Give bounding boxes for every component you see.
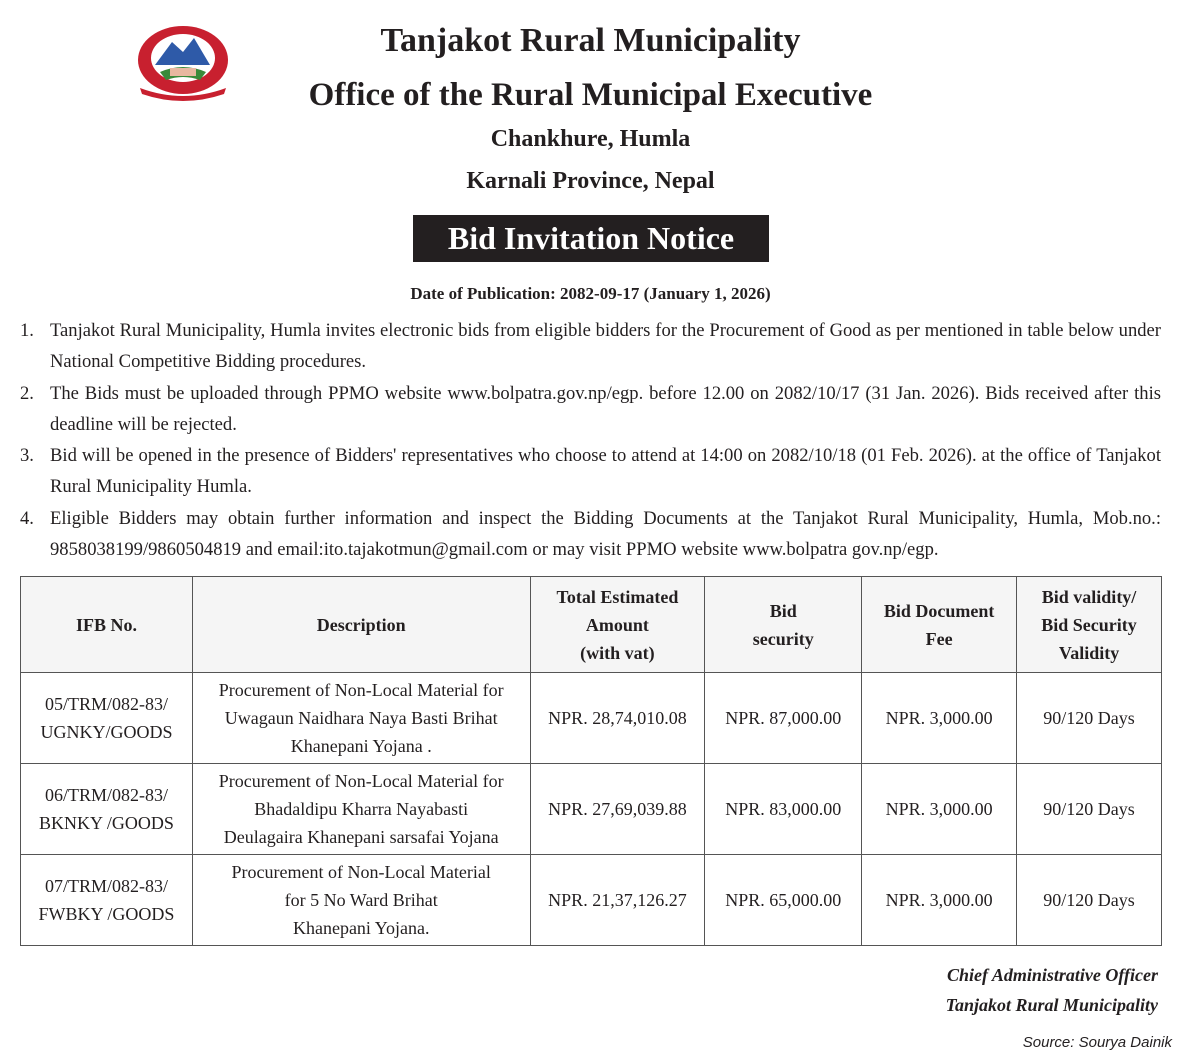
table-cell: 90/120 Days [1016, 854, 1162, 946]
title: Tanjakot Rural Municipality [380, 22, 801, 59]
cell-line: 90/120 Days [1043, 890, 1135, 910]
header-cell: Bid validity/Bid Security Validity [1016, 576, 1162, 673]
notice-title: Bid Invitation Notice [413, 215, 769, 262]
table-row: 06/TRM/082-83/BKNKY /GOODS Procurement of… [20, 763, 1162, 855]
header-line: Fee [925, 628, 953, 649]
table-cell: NPR. 65,000.00 [704, 854, 863, 946]
cell-line: NPR. 28,74,010.08 [548, 708, 687, 728]
table-cell: Procurement of Non-Local Material for 5 N… [191, 854, 531, 946]
table-cell: NPR. 27,69,039.88 [529, 763, 706, 855]
address: Chankhure, Humla [490, 126, 691, 152]
table-cell: NPR. 3,000.00 [861, 672, 1018, 764]
table-cell: NPR. 87,000.00 [704, 672, 863, 764]
cell-line: NPR. 65,000.00 [725, 890, 842, 910]
item-text: Bid will be opened in the presence of Bi… [50, 445, 1161, 498]
table-cell: NPR. 21,37,126.27 [529, 854, 706, 946]
item: 2. The Bids must be uploaded through PPMO… [20, 378, 1161, 441]
item: 4. Eligible Bidders may obtain further in… [20, 503, 1161, 566]
header-line: security [752, 628, 814, 649]
cell-line: NPR. 83,000.00 [725, 799, 842, 819]
bid-table: IFB No. Description Total Estimated Amount (… [20, 576, 1162, 946]
notice-items: 1. Tanjakot Rural Municipality, Humla inv… [20, 315, 1161, 565]
header-cell: Total Estimated Amount (with vat) [529, 576, 706, 673]
cell-line: Procurement of Non-Local Material for [218, 680, 504, 700]
table-cell: 07/TRM/082-83/FWBKY /GOODS [20, 854, 193, 946]
table-cell: Procurement of Non-Local Material for Uwa… [191, 672, 531, 764]
cell-line: Khanepani Yojana. [292, 918, 430, 938]
cell-line: Khanepani Yojana . [290, 736, 432, 756]
table-cell: NPR. 3,000.00 [861, 763, 1018, 855]
cell-line: Bhadaldipu Kharra Nayabasti [254, 799, 469, 819]
header-line: Bid Document [883, 600, 995, 621]
cell-line: NPR. 3,000.00 [885, 799, 993, 819]
table-cell: 05/TRM/082-83/UGNKY/GOODS [20, 672, 193, 764]
table-cell: Procurement of Non-Local Material for Bha… [191, 763, 531, 855]
cell-line: UGNKY/GOODS [40, 722, 173, 742]
cell-line: 05/TRM/082-83/ [44, 694, 168, 714]
cell-line: BKNKY /GOODS [39, 813, 174, 833]
cell-line: 90/120 Days [1043, 799, 1135, 819]
cell-line: NPR. 27,69,039.88 [548, 799, 687, 819]
table-body: 05/TRM/082-83/UGNKY/GOODS Procurement of … [20, 672, 1162, 946]
header-line: (with vat) [580, 642, 655, 663]
header-line: Bid validity/ [1041, 586, 1137, 607]
header-line: IFB No. [75, 614, 137, 635]
header-cell: IFB No. [20, 576, 193, 673]
cell-line: for 5 No Ward Brihat [284, 890, 438, 910]
header-line: Validity [1058, 642, 1120, 663]
item-number: 4. [20, 507, 34, 529]
item-text: Eligible Bidders may obtain further info… [50, 507, 1161, 561]
header-line: Bid Security [1041, 614, 1137, 635]
cell-line: NPR. 3,000.00 [885, 708, 993, 728]
item-text: The Bids must be uploaded through PPMO w… [50, 382, 1161, 435]
header-cell: Bid security [704, 576, 863, 673]
table-cell: 90/120 Days [1016, 672, 1162, 764]
source: Source: Sourya Dainik [1022, 1034, 1172, 1051]
header-cell: Bid Document Fee [861, 576, 1018, 673]
cell-line: NPR. 21,37,126.27 [548, 890, 687, 910]
header-cell: Description [191, 576, 531, 673]
signature-name: Chief Administrative Officer [947, 965, 1158, 985]
cell-line: NPR. 3,000.00 [885, 890, 993, 910]
table-row: 05/TRM/082-83/UGNKY/GOODS Procurement of … [20, 672, 1162, 764]
signature-organization: Tanjakot Rural Municipality [945, 995, 1158, 1015]
address: Karnali Province, Nepal [466, 168, 715, 194]
table-cell: 06/TRM/082-83/BKNKY /GOODS [20, 763, 193, 855]
header-line: Description [316, 614, 406, 635]
cell-line: Procurement of Non-Local Material [231, 862, 491, 882]
subtitle: Office of the Rural Municipal Executive [308, 77, 873, 113]
item-number: 1. [20, 320, 34, 341]
cell-line: 90/120 Days [1043, 708, 1135, 728]
cell-line: NPR. 87,000.00 [725, 708, 842, 728]
item-number: 2. [20, 382, 34, 404]
cell-line: 07/TRM/082-83/ [44, 876, 168, 896]
table-row: 07/TRM/082-83/FWBKY /GOODS Procurement of… [20, 854, 1162, 946]
item: 3. Bid will be opened in the presence of … [20, 440, 1161, 503]
header-line: Bid [769, 600, 797, 621]
table-cell: 90/120 Days [1016, 763, 1162, 855]
cell-line: FWBKY /GOODS [38, 904, 175, 924]
table-cell: NPR. 3,000.00 [861, 854, 1018, 946]
cell-line: 06/TRM/082-83/ [44, 785, 168, 805]
table-cell: NPR. 28,74,010.08 [529, 672, 706, 764]
item-number: 3. [20, 445, 34, 467]
header-row: IFB No. Description Total Estimated Amount (… [20, 576, 1162, 673]
header-line: Amount [585, 614, 649, 635]
publication-date: Date of Publication: 2082-09-17 (January… [410, 284, 771, 303]
header-line: Total Estimated [556, 586, 679, 607]
cell-line: Procurement of Non-Local Material for [218, 771, 504, 791]
item: 1. Tanjakot Rural Municipality, Humla inv… [20, 315, 1161, 378]
cell-line: Uwagaun Naidhara Naya Basti Brihat [224, 708, 498, 728]
table-cell: NPR. 83,000.00 [704, 763, 863, 855]
emblem [138, 26, 228, 101]
cell-line: Deulagaira Khanepani sarsafai Yojana [223, 827, 499, 847]
item-text: Tanjakot Rural Municipality, Humla invit… [50, 320, 1161, 373]
